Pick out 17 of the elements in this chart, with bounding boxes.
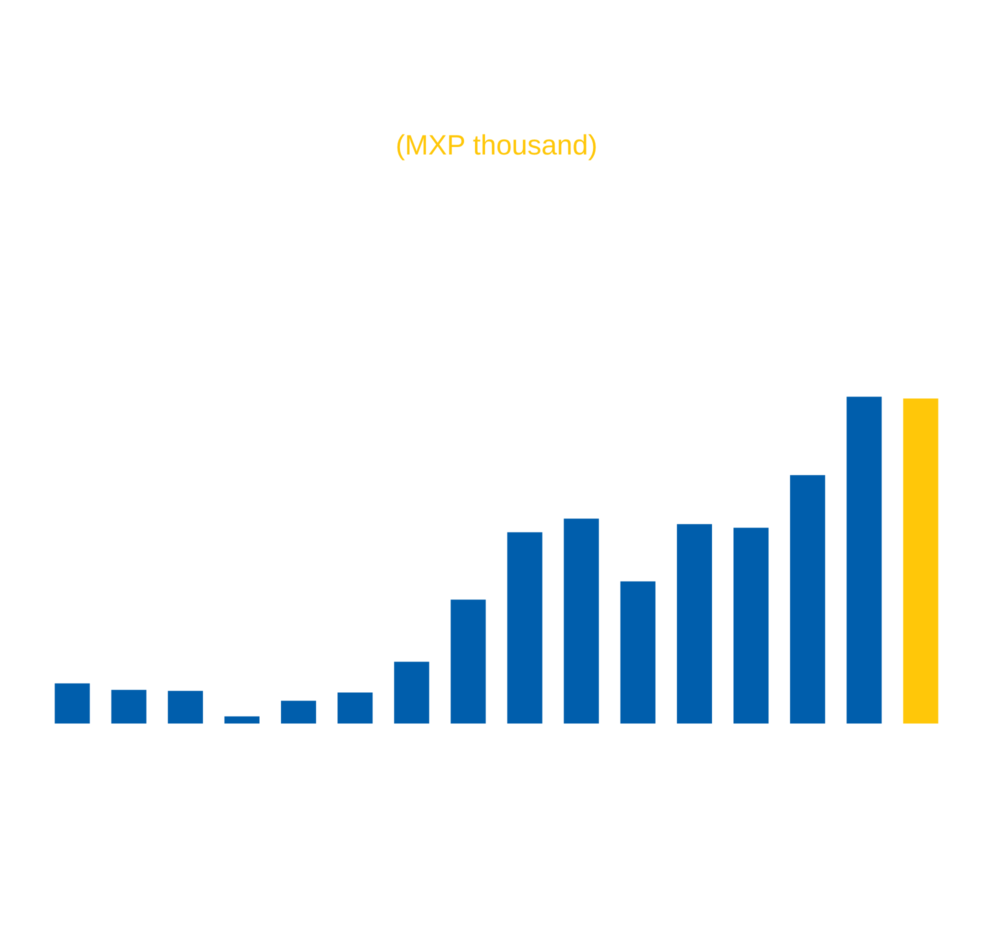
bar [338, 692, 373, 724]
bar [280, 700, 316, 724]
bar [676, 524, 712, 724]
bar [903, 398, 938, 724]
bar [168, 690, 203, 724]
bar [394, 662, 430, 724]
bar [846, 396, 882, 724]
bar [111, 690, 146, 724]
bar [790, 475, 826, 724]
bar [620, 581, 656, 724]
bar [450, 600, 486, 724]
chart-title: (MXP thousand) [396, 130, 598, 161]
bar [733, 528, 769, 724]
bar [507, 532, 542, 724]
bar [564, 518, 599, 724]
bar [224, 716, 260, 724]
bar [54, 683, 90, 724]
